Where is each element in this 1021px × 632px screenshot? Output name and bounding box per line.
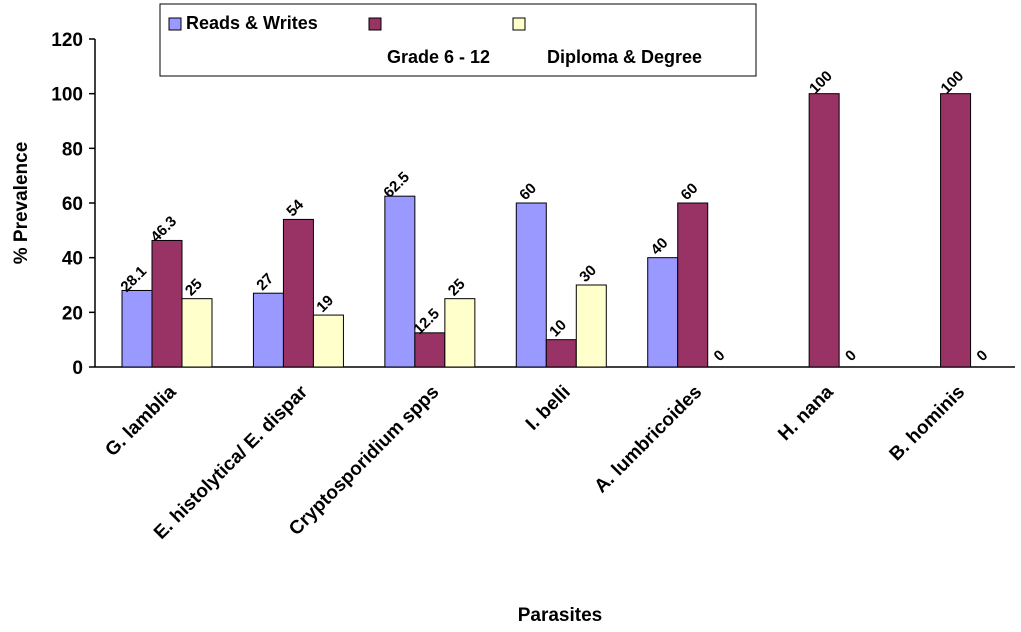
bar [252,292,284,368]
data-label: 19 [313,292,337,316]
bar [312,314,344,368]
data-label: 10 [546,317,570,341]
bar [151,239,183,368]
data-label: 60 [516,180,540,204]
x-category-label: Cryptosporidium spps [285,382,443,540]
x-category-label: I. belli [522,382,575,435]
bar [940,93,972,368]
legend-box [159,3,757,77]
legend-swatch-grade-6-12 [368,17,382,31]
data-label: 0 [711,347,729,365]
data-label: 60 [678,180,702,204]
y-tick-label: 60 [62,194,83,215]
bar [282,218,314,368]
y-tick-label: 120 [51,30,83,51]
y-tick-label: 100 [51,85,83,106]
data-label: 30 [576,262,600,286]
bar [515,202,547,368]
data-label: 100 [938,68,968,98]
x-category-label: E. histolytica/ E. dispar [150,381,312,543]
bars [121,93,972,368]
bar [575,284,607,368]
data-labels: 28.146.325 27541962.512.52560103040600100… [117,68,991,365]
bar [545,339,577,368]
y-tick-label: 20 [62,303,83,324]
data-label: 54 [283,196,307,220]
data-label: 0 [842,347,860,365]
bar [181,298,213,368]
x-axis-title: Parasites [518,605,603,626]
bar [647,257,679,368]
data-label: 0 [973,347,991,365]
bar [121,289,153,368]
legend-label-diploma-degree: Diploma & Degree [547,47,702,67]
x-category-label: B. hominis [886,382,970,466]
bar [384,195,416,368]
data-label: 40 [648,235,672,259]
legend-label-grade-6-12: Grade 6 - 12 [387,47,490,67]
legend-label-reads-writes: Reads & Writes [186,13,318,33]
x-category-label: A. lumbricoides [591,382,707,498]
y-tick-label: 0 [72,358,83,379]
bar [414,332,446,368]
data-label: 100 [806,68,836,98]
bar [444,298,476,368]
axes [94,39,1015,368]
data-label: 27 [253,270,277,294]
legend-swatch-diploma-degree [512,17,526,31]
data-label: 25 [445,276,469,300]
x-category-label: H. nana [774,381,838,445]
bar [808,93,840,368]
bar [677,202,709,368]
y-tick-label: 40 [62,249,83,270]
y-axis-title: % Prevalence [11,142,32,265]
x-category-label: G. lamblia [101,381,180,460]
data-label: 25 [182,276,206,300]
legend: Reads & Writes Grade 6 - 12 Diploma & De… [159,3,757,77]
legend-swatch-reads-writes [168,17,182,31]
y-tick-label: 80 [62,139,83,160]
y-ticks: 0 20 40 60 80 100 120 [51,30,95,379]
